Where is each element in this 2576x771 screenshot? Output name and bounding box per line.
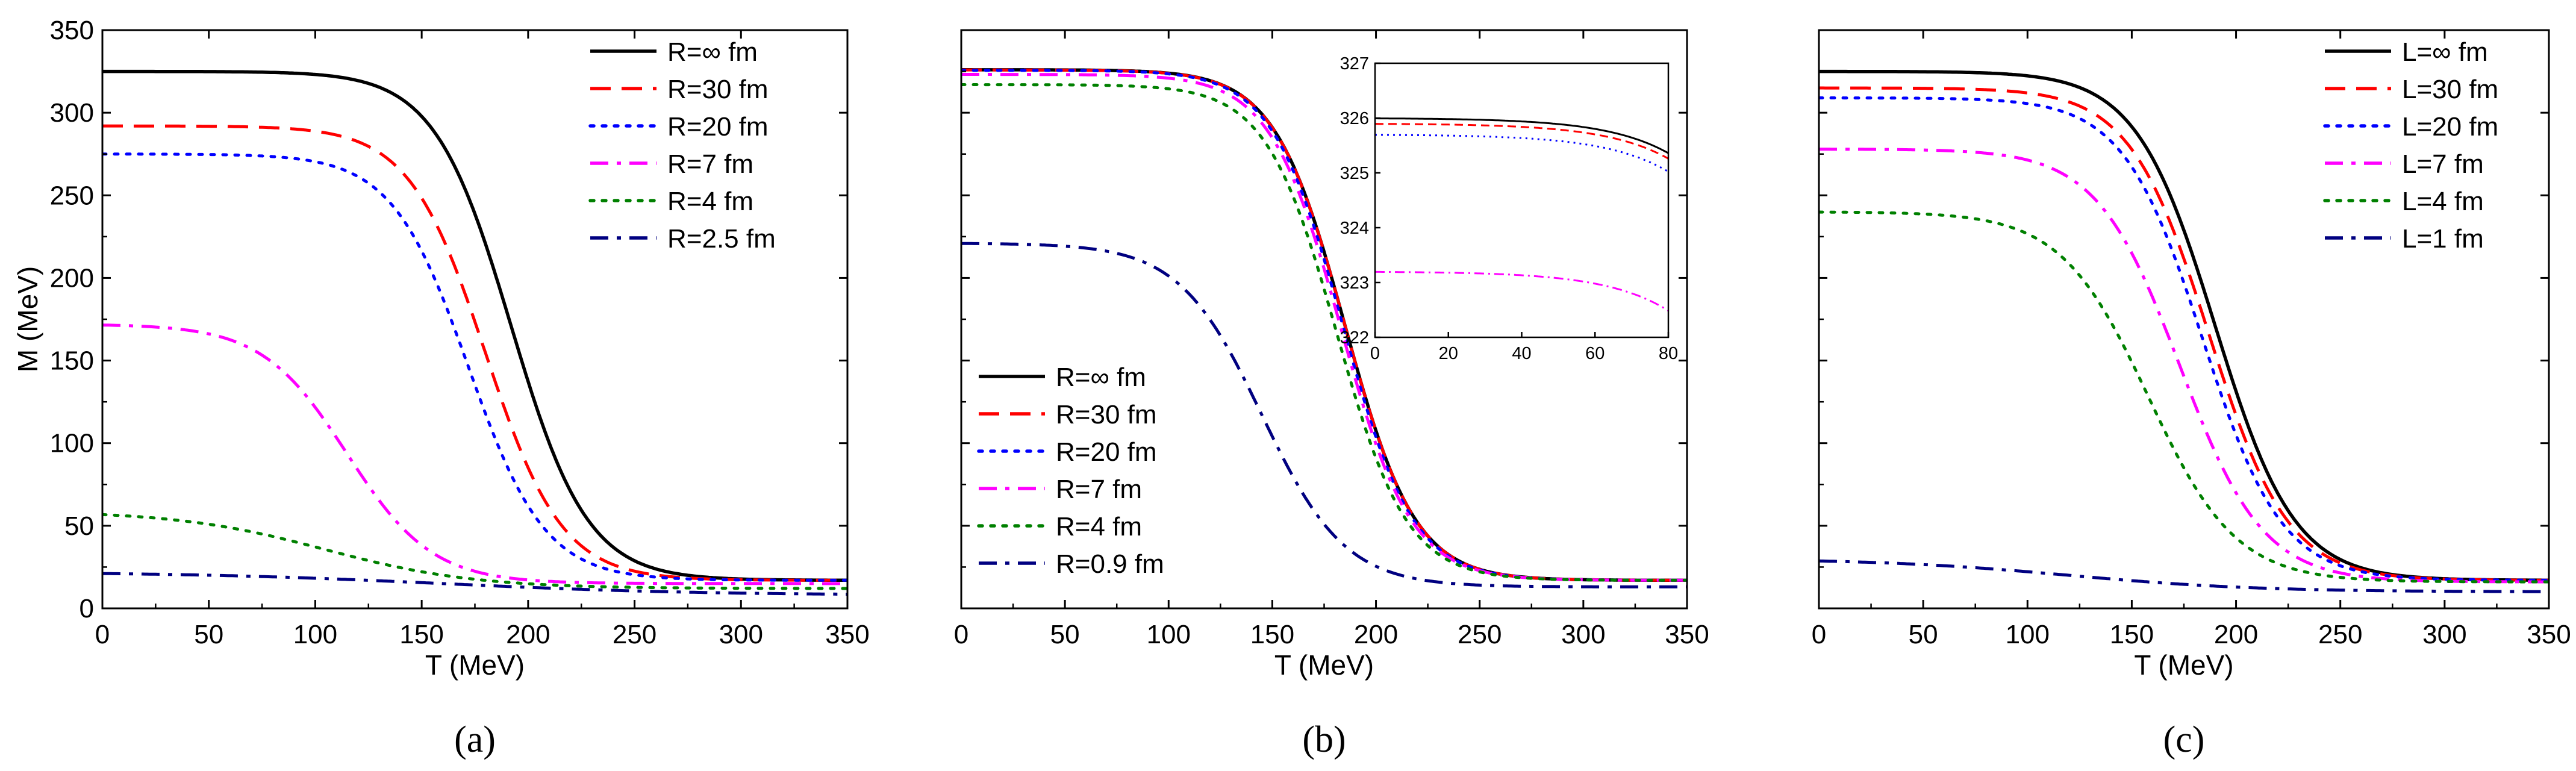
x-tick-label: 300 <box>2422 620 2466 649</box>
inset-series-line-0 <box>1375 117 1668 154</box>
legend-label: L=7 fm <box>2402 149 2484 179</box>
x-axis-label: T (MeV) <box>1274 649 1374 681</box>
x-tick-label: 350 <box>1665 620 1709 649</box>
series-line-c-1 <box>1819 86 2549 582</box>
x-tick-label: 300 <box>719 620 763 649</box>
inset-x-tick-label: 80 <box>1659 344 1678 363</box>
inset-series-line-3 <box>1375 270 1668 312</box>
series-line-a-5 <box>102 572 847 596</box>
legend-label: R=30 fm <box>1056 400 1157 429</box>
inset-y-tick-label: 327 <box>1340 54 1369 73</box>
legend-label: R=30 fm <box>667 75 769 104</box>
legend-label: L=20 fm <box>2402 112 2498 142</box>
inset-x-tick-label: 20 <box>1439 344 1458 363</box>
inset-y-tick-label: 323 <box>1340 273 1369 293</box>
legend-label: L=1 fm <box>2402 224 2484 254</box>
inset: 0 20 40 60 80 322 323 324 325 326 327 <box>1340 54 1679 363</box>
series-line-c-4 <box>1819 210 2549 584</box>
inset-x-tick-label: 40 <box>1512 344 1531 363</box>
y-axis-label: M (MeV) <box>12 266 43 372</box>
x-tick-label: 150 <box>1250 620 1294 649</box>
legend-label: R=7 fm <box>667 149 753 179</box>
inset-x-tick-label: 60 <box>1585 344 1605 363</box>
series-line-a-4 <box>102 513 847 590</box>
inset-y-tick-label: 325 <box>1340 164 1369 183</box>
x-tick-label: 250 <box>613 620 656 649</box>
legend-label: L=∞ fm <box>2402 37 2488 67</box>
panel-caption: (a) <box>454 719 496 760</box>
inset-series-line-2 <box>1375 134 1668 173</box>
x-tick-label: 250 <box>2318 620 2362 649</box>
x-tick-label: 300 <box>1561 620 1605 649</box>
series-line-b-4 <box>961 83 1687 582</box>
x-tick-label: 100 <box>2006 620 2050 649</box>
series-line-c-5 <box>1819 559 2549 593</box>
x-tick-label: 350 <box>2527 620 2571 649</box>
x-tick-label: 0 <box>1812 620 1826 649</box>
legend-label: R=∞ fm <box>1056 363 1146 392</box>
inset-y-tick-label: 322 <box>1340 328 1369 348</box>
y-tick-label: 0 <box>80 594 94 623</box>
legend-label: R=20 fm <box>1056 437 1157 467</box>
x-tick-label: 0 <box>954 620 968 649</box>
x-axis-label: T (MeV) <box>425 649 525 681</box>
legend: R=∞ fm R=30 fm R=20 fm R=7 fm R=4 fm R=2.5 fm <box>588 37 776 254</box>
x-tick-label: 50 <box>1909 620 1938 649</box>
legend-label: R=∞ fm <box>667 37 758 67</box>
legend-label: R=4 fm <box>1056 512 1142 542</box>
y-tick-label: 300 <box>50 98 94 128</box>
x-tick-label: 200 <box>1354 620 1398 649</box>
x-tick-label: 50 <box>1050 620 1080 649</box>
legend-label: R=7 fm <box>1056 475 1142 504</box>
series-line-c-0 <box>1819 69 2549 582</box>
panel-caption: (c) <box>2163 719 2205 760</box>
series-line-a-3 <box>102 323 847 585</box>
panel-c: 0 50 100 150 200 250 300 350 T (MeV) (c) L=∞ fm L=3… <box>1812 29 2571 760</box>
x-tick-label: 100 <box>1147 620 1191 649</box>
y-tick-label: 200 <box>50 263 94 293</box>
x-tick-label: 100 <box>293 620 337 649</box>
inset-y-tick-label: 324 <box>1340 219 1369 238</box>
x-tick-label: 150 <box>2110 620 2154 649</box>
legend-label: L=30 fm <box>2402 75 2498 104</box>
x-tick-label: 150 <box>399 620 443 649</box>
legend: R=∞ fm R=30 fm R=20 fm R=7 fm R=4 fm R=0.9 fm <box>977 363 1164 579</box>
series-line-a-2 <box>102 152 847 582</box>
x-tick-label: 250 <box>1458 620 1502 649</box>
x-axis-label: T (MeV) <box>2134 649 2233 681</box>
panel-caption: (b) <box>1302 719 1346 760</box>
inset-x-tick-label: 0 <box>1370 344 1380 363</box>
y-tick-label: 100 <box>50 429 94 458</box>
legend: L=∞ fm L=30 fm L=20 fm L=7 fm L=4 fm L=1 fm <box>2323 37 2498 254</box>
inset-series-line-1 <box>1375 123 1668 160</box>
y-tick-label: 50 <box>64 511 94 541</box>
x-tick-label: 200 <box>506 620 550 649</box>
legend-label: R=2.5 fm <box>667 224 776 254</box>
inset-background <box>1375 63 1668 337</box>
legend-label: R=4 fm <box>667 187 753 216</box>
legend-label: L=4 fm <box>2402 187 2484 216</box>
series-line-c-2 <box>1819 96 2549 582</box>
x-tick-label: 200 <box>2214 620 2258 649</box>
y-tick-label: 250 <box>50 181 94 210</box>
series-line-b-5 <box>961 242 1687 588</box>
inset-y-tick-label: 326 <box>1340 109 1369 128</box>
x-tick-label: 50 <box>194 620 223 649</box>
x-tick-label: 350 <box>825 620 869 649</box>
panel-a: 0 50 100 150 200 250 300 350 0 50 100 150 200 250 300 3… <box>12 16 870 760</box>
legend-label: R=20 fm <box>667 112 769 142</box>
y-tick-label: 150 <box>50 346 94 376</box>
x-tick-label: 0 <box>95 620 110 649</box>
y-tick-label: 350 <box>50 16 94 45</box>
legend-label: R=0.9 fm <box>1056 549 1164 579</box>
